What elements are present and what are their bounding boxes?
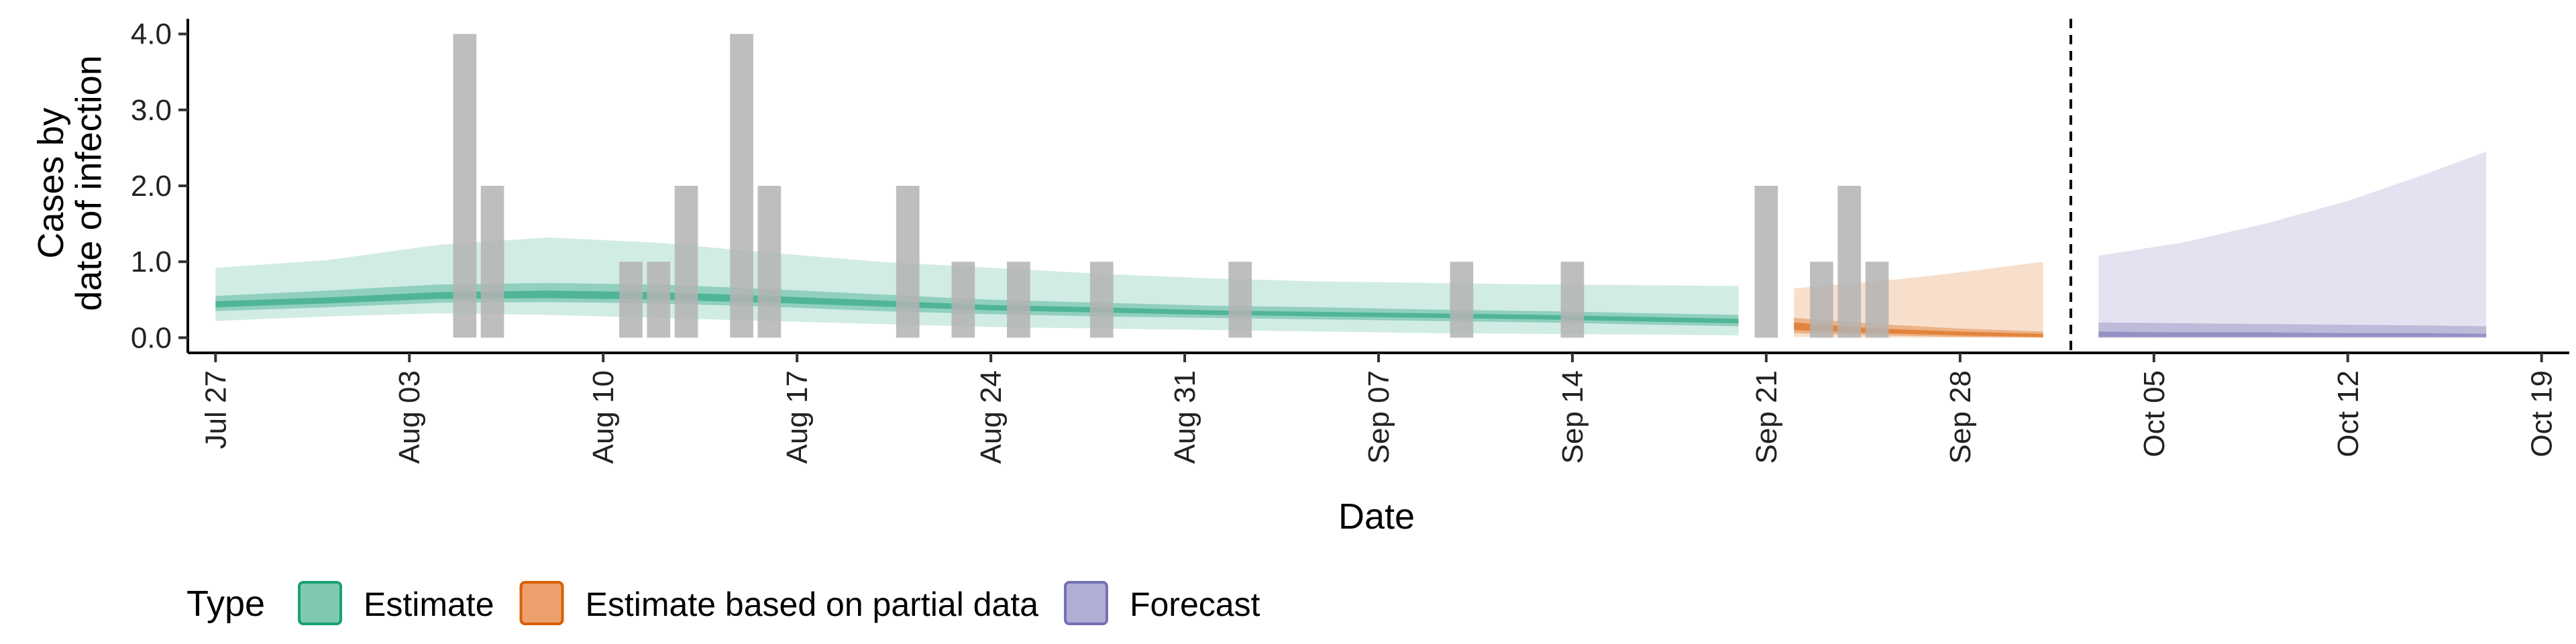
case-bar <box>647 262 671 338</box>
case-bar <box>1450 262 1474 338</box>
legend-label-2: Forecast <box>1130 586 1260 623</box>
x-tick-label: Oct 12 <box>2332 370 2365 458</box>
case-bar <box>1837 186 1862 338</box>
case-bar <box>757 186 782 338</box>
legend-label-0: Estimate <box>364 586 494 623</box>
estimate-bands <box>215 152 2487 338</box>
x-tick-label: Aug 31 <box>1169 370 1201 464</box>
x-tick-label: Oct 19 <box>2526 370 2559 458</box>
axes: 0.0 1.0 2.0 3.0 4.0 Jul 27 Aug 03 Aug 10 Aug 17 A… <box>131 18 2569 464</box>
x-tick-label: Aug 10 <box>587 370 620 464</box>
y-axis-title-line: date of infection <box>69 55 109 311</box>
series-2 <box>2098 152 2487 338</box>
band-20 <box>1794 322 2043 337</box>
x-tick-label: Sep 21 <box>1750 370 1783 464</box>
observed-case-bars <box>453 34 1889 338</box>
y-tick-label: 3.0 <box>131 94 172 127</box>
legend-title: Type <box>186 584 265 624</box>
case-bar <box>951 262 975 338</box>
x-tick-label: Sep 14 <box>1556 370 1589 464</box>
band-20 <box>215 290 1739 323</box>
x-axis-title: Date <box>1338 496 1415 537</box>
x-tick-label: Sep 28 <box>1944 370 1977 464</box>
x-tick-label: Aug 24 <box>975 370 1008 464</box>
y-axis-title-line: Cases by <box>31 107 71 258</box>
legend-key-2 <box>1063 581 1108 625</box>
legend-key-1 <box>519 581 564 625</box>
case-bar <box>619 262 643 338</box>
x-tick-label: Oct 05 <box>2138 370 2171 458</box>
case-bar <box>674 186 698 338</box>
y-tick-label: 1.0 <box>131 246 172 278</box>
band-90 <box>215 237 1739 335</box>
case-bar <box>1007 262 1030 338</box>
case-bar <box>1865 262 1889 338</box>
case-bar <box>480 186 504 338</box>
series-0 <box>215 237 1739 335</box>
case-bar <box>1228 262 1252 338</box>
x-tick-label: Jul 27 <box>199 370 232 449</box>
y-axis-title-text: Cases bydate of infection <box>31 55 109 311</box>
y-axis-title: Cases bydate of infection <box>31 55 109 311</box>
case-bar <box>453 34 477 338</box>
case-bar <box>896 186 920 338</box>
band-90 <box>2098 152 2487 338</box>
band-20 <box>2098 331 2487 337</box>
case-bar <box>1089 262 1114 338</box>
case-bar <box>1810 262 1833 338</box>
x-tick-label: Aug 03 <box>393 370 426 464</box>
case-bar <box>1560 262 1585 338</box>
legend: Type Estimate Estimate based on partial da… <box>186 581 1260 625</box>
y-tick-label: 0.0 <box>131 321 172 354</box>
y-tick-label: 4.0 <box>131 18 172 51</box>
case-bar <box>1754 186 1778 338</box>
y-tick-label: 2.0 <box>131 170 172 203</box>
legend-key-0 <box>298 581 342 625</box>
case-bar <box>730 34 753 338</box>
legend-label-1: Estimate based on partial data <box>586 586 1039 623</box>
x-tick-label: Sep 07 <box>1362 370 1395 464</box>
x-tick-label: Aug 17 <box>781 370 814 464</box>
